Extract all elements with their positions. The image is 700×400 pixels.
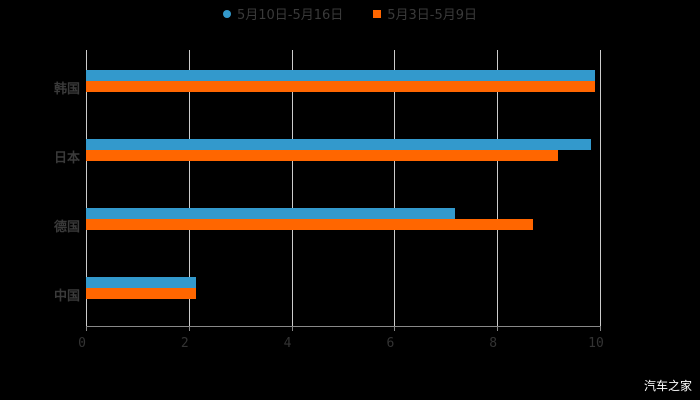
category-label: 日本	[40, 147, 80, 166]
x-tick-label: 4	[284, 336, 292, 351]
x-tick-label: 0	[78, 336, 86, 351]
x-tick	[292, 326, 293, 331]
x-tick-label: 6	[386, 336, 394, 351]
bar[interactable]	[86, 70, 595, 81]
x-tick	[497, 326, 498, 331]
category-label: 中国	[40, 285, 80, 304]
bar[interactable]	[86, 208, 455, 219]
x-tick-label: 8	[489, 336, 497, 351]
legend-label-series-2: 5月3日-5月9日	[387, 4, 477, 23]
x-tick	[394, 326, 395, 331]
category-label: 德国	[40, 216, 80, 235]
bar[interactable]	[86, 81, 595, 92]
plot-area	[86, 50, 600, 326]
bar[interactable]	[86, 219, 533, 230]
bar[interactable]	[86, 277, 196, 288]
bar[interactable]	[86, 139, 591, 150]
gridline	[600, 50, 601, 326]
legend-marker-series-2	[373, 10, 381, 18]
category-label: 韩国	[40, 78, 80, 97]
x-axis-line	[86, 326, 600, 327]
x-tick	[189, 326, 190, 331]
chart-legend: 5月10日-5月16日 5月3日-5月9日	[0, 4, 700, 23]
watermark: 汽车之家	[644, 377, 692, 394]
x-tick-label: 10	[588, 336, 604, 351]
bar[interactable]	[86, 288, 196, 299]
x-tick-label: 2	[181, 336, 189, 351]
bar[interactable]	[86, 150, 558, 161]
legend-item-series-2[interactable]: 5月3日-5月9日	[373, 4, 477, 23]
x-tick	[86, 326, 87, 331]
legend-label-series-1: 5月10日-5月16日	[237, 4, 343, 23]
legend-item-series-1[interactable]: 5月10日-5月16日	[223, 4, 343, 23]
x-tick	[600, 326, 601, 331]
legend-marker-series-1	[223, 10, 231, 18]
